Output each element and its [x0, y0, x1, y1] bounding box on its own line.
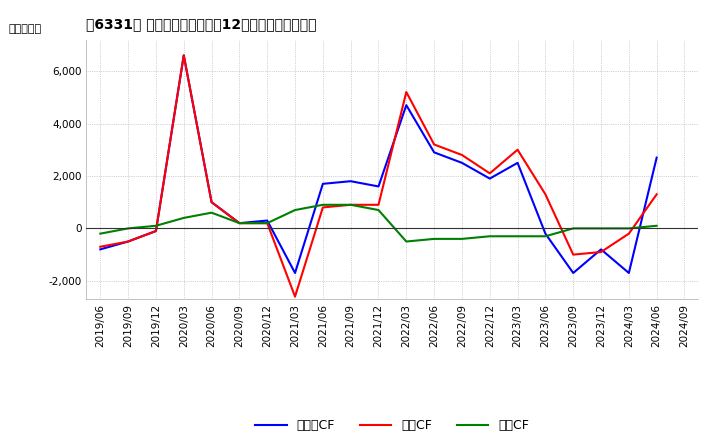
Text: 、6331、 キャッシュフローの12か月移動合計の推移: 、6331、 キャッシュフローの12か月移動合計の推移	[86, 18, 317, 32]
フリーCF	[402, 103, 410, 108]
投資CF	[402, 239, 410, 244]
営業CF	[597, 249, 606, 255]
営業CF	[152, 228, 161, 234]
営業CF	[235, 220, 243, 226]
フリーCF	[207, 199, 216, 205]
営業CF	[318, 205, 327, 210]
営業CF	[430, 142, 438, 147]
Line: 投資CF: 投資CF	[100, 205, 657, 242]
投資CF	[569, 226, 577, 231]
Line: フリーCF: フリーCF	[100, 55, 657, 273]
営業CF	[291, 294, 300, 299]
投資CF	[597, 226, 606, 231]
フリーCF	[485, 176, 494, 181]
営業CF	[624, 231, 633, 236]
フリーCF	[152, 228, 161, 234]
営業CF	[96, 244, 104, 249]
Legend: フリーCF, 営業CF, 投資CF: フリーCF, 営業CF, 投資CF	[251, 414, 534, 437]
投資CF	[624, 226, 633, 231]
営業CF	[346, 202, 355, 207]
フリーCF	[235, 220, 243, 226]
フリーCF	[624, 270, 633, 275]
営業CF	[179, 53, 188, 58]
フリーCF	[318, 181, 327, 187]
投資CF	[318, 202, 327, 207]
営業CF	[541, 192, 550, 197]
フリーCF	[96, 247, 104, 252]
営業CF	[124, 239, 132, 244]
営業CF	[513, 147, 522, 152]
フリーCF	[346, 179, 355, 184]
営業CF	[458, 152, 467, 158]
フリーCF	[263, 218, 271, 223]
投資CF	[96, 231, 104, 236]
フリーCF	[291, 270, 300, 275]
フリーCF	[652, 155, 661, 160]
フリーCF	[374, 184, 383, 189]
投資CF	[291, 207, 300, 213]
営業CF	[402, 89, 410, 95]
フリーCF	[430, 150, 438, 155]
投資CF	[346, 202, 355, 207]
投資CF	[458, 236, 467, 242]
Y-axis label: （百万円）: （百万円）	[9, 24, 42, 34]
投資CF	[152, 223, 161, 228]
投資CF	[124, 226, 132, 231]
Line: 営業CF: 営業CF	[100, 55, 657, 297]
営業CF	[569, 252, 577, 257]
投資CF	[207, 210, 216, 215]
投資CF	[235, 220, 243, 226]
フリーCF	[569, 270, 577, 275]
投資CF	[263, 220, 271, 226]
営業CF	[374, 202, 383, 207]
営業CF	[652, 192, 661, 197]
フリーCF	[179, 53, 188, 58]
投資CF	[179, 215, 188, 220]
フリーCF	[458, 160, 467, 165]
投資CF	[541, 234, 550, 239]
フリーCF	[597, 247, 606, 252]
フリーCF	[513, 160, 522, 165]
営業CF	[263, 220, 271, 226]
投資CF	[485, 234, 494, 239]
フリーCF	[124, 239, 132, 244]
フリーCF	[541, 231, 550, 236]
投資CF	[513, 234, 522, 239]
投資CF	[430, 236, 438, 242]
投資CF	[652, 223, 661, 228]
営業CF	[207, 199, 216, 205]
投資CF	[374, 207, 383, 213]
営業CF	[485, 171, 494, 176]
